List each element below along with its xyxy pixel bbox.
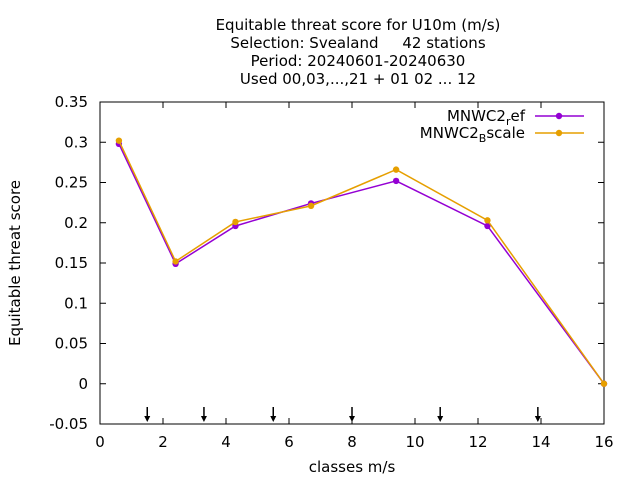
series-line-2 [118, 140, 605, 385]
class-marker-arrow-head [144, 416, 151, 422]
series-2-point [484, 217, 491, 224]
legend-label-1: MNWC2ref [447, 107, 526, 128]
chart-title-line-4: Used 00,03,...,21 + 01 02 ... 12 [240, 70, 476, 88]
series-2-point [115, 137, 123, 144]
chart-title-block: Equitable threat score for U10m (m/s) Se… [216, 16, 501, 88]
y-tick-label: 0.35 [55, 93, 88, 111]
series-1-point [484, 222, 491, 230]
y-tick-label: 0.1 [64, 294, 88, 312]
legend-swatch-point-1 [555, 112, 563, 120]
x-tick-label: 14 [531, 433, 550, 451]
legend-swatch-point-2 [555, 129, 563, 137]
series-2-point [232, 218, 239, 226]
class-marker-arrow-head [200, 416, 207, 422]
series-2-point [392, 166, 400, 173]
chart-title-line-3: Period: 20240601-20240630 [251, 52, 466, 70]
y-tick-label: 0.2 [64, 214, 88, 232]
class-marker-arrow-head [349, 416, 355, 422]
series-line-1 [118, 143, 605, 385]
chart-title-line-2: Selection: Svealand 42 stations [230, 34, 485, 52]
series-2-point [307, 202, 315, 210]
class-marker-arrows [144, 407, 541, 422]
y-tick-label: 0.05 [55, 335, 88, 353]
chart-title-line-1: Equitable threat score for U10m (m/s) [216, 16, 501, 34]
x-tick-label: 6 [284, 433, 294, 451]
x-tick-label: 2 [158, 433, 168, 451]
class-marker-arrow-head [534, 416, 541, 422]
series-2-point [600, 380, 608, 387]
series-lines [115, 137, 608, 387]
x-tick-label: 10 [405, 433, 424, 451]
y-tick-label: 0.15 [55, 254, 88, 272]
class-marker-arrow-head [437, 416, 444, 422]
series-1-point [392, 177, 400, 185]
x-tick-label: 12 [468, 433, 487, 451]
y-tick-label: 0 [78, 375, 88, 393]
y-tick-label: -0.05 [49, 415, 88, 433]
x-tick-label: 16 [594, 433, 613, 451]
x-axis-ticks: 0 2 4 6 8 10 12 14 16 [95, 102, 614, 451]
y-axis-label: Equitable threat score [6, 180, 24, 346]
class-marker-arrow-head [270, 416, 277, 422]
x-tick-label: 0 [95, 433, 105, 451]
y-axis-ticks: -0.05 0 0.05 0.1 0.15 0.2 0.25 0.3 0.35 [49, 93, 604, 433]
x-axis-label: classes m/s [309, 458, 396, 476]
series-2-point [172, 258, 179, 265]
legend-label-2: MNWC2Bscale [420, 124, 525, 145]
y-tick-label: 0.25 [55, 174, 88, 192]
x-tick-label: 8 [347, 433, 357, 451]
x-tick-label: 4 [221, 433, 231, 451]
y-tick-label: 0.3 [64, 133, 88, 151]
